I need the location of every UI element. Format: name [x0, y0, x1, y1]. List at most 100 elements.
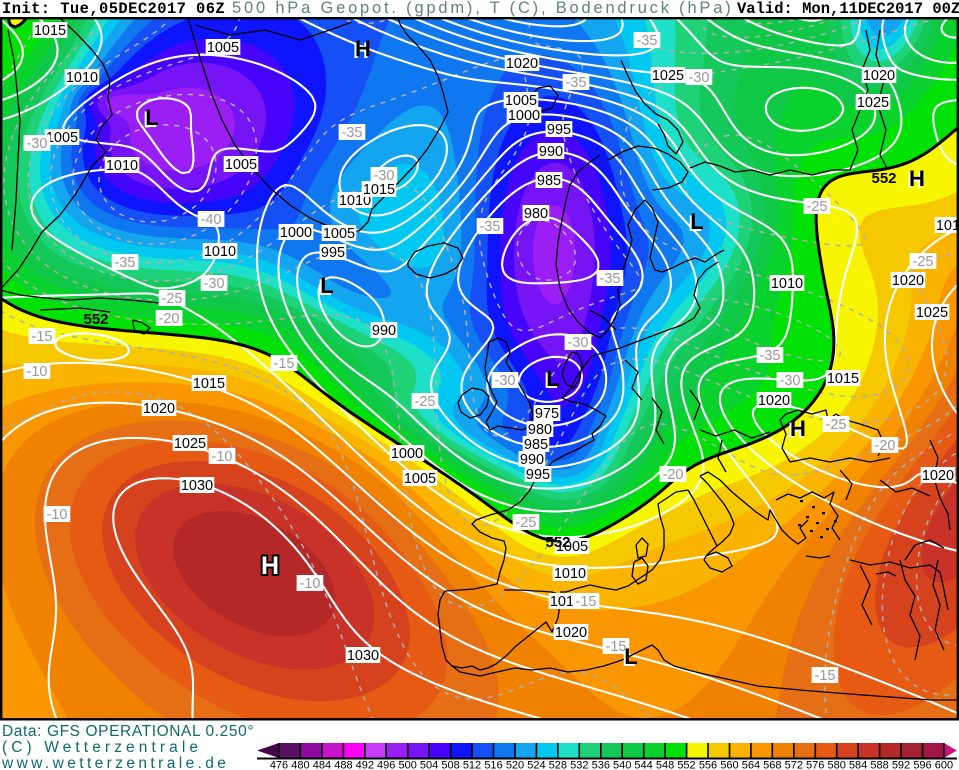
svg-text:-10: -10 — [212, 449, 233, 465]
svg-text:-30: -30 — [780, 373, 801, 389]
svg-text:512: 512 — [463, 760, 481, 770]
svg-text:Valid: Mon,11DEC2017 00Z: Valid: Mon,11DEC2017 00Z — [737, 0, 959, 18]
svg-text:524: 524 — [527, 760, 545, 770]
svg-text:-25: -25 — [807, 199, 828, 215]
svg-text:488: 488 — [334, 760, 352, 770]
svg-text:1000: 1000 — [508, 108, 540, 124]
svg-text:-10: -10 — [27, 364, 48, 380]
svg-text:1005: 1005 — [505, 93, 537, 109]
svg-text:492: 492 — [356, 760, 374, 770]
svg-text:528: 528 — [549, 760, 567, 770]
svg-text:1020: 1020 — [892, 273, 924, 289]
svg-text:-35: -35 — [480, 219, 501, 235]
svg-text:H: H — [907, 168, 923, 193]
svg-text:-15: -15 — [32, 329, 53, 345]
svg-text:1005: 1005 — [323, 226, 355, 242]
svg-text:995: 995 — [321, 245, 345, 261]
svg-text:588: 588 — [870, 760, 888, 770]
svg-text:1010: 1010 — [771, 276, 803, 292]
svg-text:1020: 1020 — [922, 468, 954, 484]
svg-text:1000: 1000 — [391, 446, 423, 462]
svg-text:508: 508 — [441, 760, 459, 770]
svg-text:552: 552 — [545, 534, 570, 551]
svg-text:L: L — [143, 107, 156, 132]
svg-text:-25: -25 — [826, 417, 847, 433]
svg-text:www.wetterzentrale.de: www.wetterzentrale.de — [1, 755, 229, 770]
svg-text:(C) Wetterzentrale: (C) Wetterzentrale — [2, 739, 202, 756]
svg-text:Data: GFS OPERATIONAL 0.250°: Data: GFS OPERATIONAL 0.250° — [2, 723, 254, 740]
svg-text:H: H — [909, 166, 925, 191]
svg-text:L: L — [622, 646, 635, 671]
svg-text:L: L — [145, 105, 158, 130]
svg-text:-30: -30 — [27, 136, 48, 152]
svg-text:L: L — [544, 368, 557, 393]
svg-text:L: L — [320, 273, 333, 298]
svg-text:1015: 1015 — [363, 182, 395, 198]
svg-text:556: 556 — [699, 760, 717, 770]
svg-text:H: H — [261, 552, 279, 580]
svg-text:476: 476 — [270, 760, 288, 770]
svg-text:1010: 1010 — [339, 193, 371, 209]
svg-text:-35: -35 — [115, 255, 136, 271]
svg-text:-15: -15 — [576, 594, 597, 610]
svg-text:576: 576 — [806, 760, 824, 770]
svg-text:-25: -25 — [516, 515, 537, 531]
svg-text:-35: -35 — [342, 125, 363, 141]
svg-text:995: 995 — [547, 122, 571, 138]
svg-text:Init: Tue,05DEC2017 06Z: Init: Tue,05DEC2017 06Z — [2, 0, 225, 18]
svg-text:1020: 1020 — [863, 68, 895, 84]
svg-text:990: 990 — [520, 452, 544, 468]
svg-text:572: 572 — [785, 760, 803, 770]
svg-text:540: 540 — [613, 760, 631, 770]
svg-text:1030: 1030 — [181, 478, 213, 494]
svg-text:-30: -30 — [374, 168, 395, 184]
svg-text:484: 484 — [313, 760, 331, 770]
svg-text:-35: -35 — [760, 348, 781, 364]
svg-text:564: 564 — [742, 760, 760, 770]
svg-text:L: L — [318, 275, 331, 300]
svg-text:H: H — [353, 38, 369, 63]
svg-text:592: 592 — [892, 760, 910, 770]
svg-text:1005: 1005 — [225, 157, 257, 173]
svg-text:552: 552 — [677, 760, 695, 770]
svg-text:-35: -35 — [637, 33, 658, 49]
svg-text:1015: 1015 — [936, 218, 959, 234]
svg-text:-10: -10 — [47, 507, 68, 523]
svg-text:1020: 1020 — [506, 56, 538, 72]
svg-text:985: 985 — [537, 173, 561, 189]
svg-text:548: 548 — [656, 760, 674, 770]
svg-text:500: 500 — [399, 760, 417, 770]
svg-text:1010: 1010 — [106, 158, 138, 174]
svg-text:1025: 1025 — [916, 305, 948, 321]
svg-text:1010: 1010 — [204, 244, 236, 260]
svg-text:1010: 1010 — [554, 566, 586, 582]
svg-text:985: 985 — [524, 437, 548, 453]
svg-text:600: 600 — [935, 760, 953, 770]
svg-text:1005: 1005 — [207, 40, 239, 56]
svg-text:1025: 1025 — [652, 68, 684, 84]
svg-text:980: 980 — [528, 422, 552, 438]
svg-text:560: 560 — [720, 760, 738, 770]
svg-text:-40: -40 — [201, 212, 222, 228]
svg-text:1020: 1020 — [143, 401, 175, 417]
svg-text:480: 480 — [291, 760, 309, 770]
svg-text:1015: 1015 — [34, 23, 66, 39]
svg-text:584: 584 — [849, 760, 867, 770]
svg-text:-30: -30 — [568, 335, 589, 351]
svg-text:1005: 1005 — [404, 471, 436, 487]
svg-text:-35: -35 — [600, 271, 621, 287]
svg-text:990: 990 — [539, 144, 563, 160]
svg-text:-35: -35 — [566, 75, 587, 91]
svg-text:1015: 1015 — [827, 371, 859, 387]
svg-text:504: 504 — [420, 760, 438, 770]
svg-text:H: H — [355, 36, 371, 61]
svg-text:-20: -20 — [663, 467, 684, 483]
svg-text:H: H — [788, 418, 804, 443]
svg-text:-15: -15 — [815, 668, 836, 684]
svg-text:500 hPa Geopot. (gpdm), T (C),: 500 hPa Geopot. (gpdm), T (C), Bodendruc… — [232, 0, 734, 17]
svg-text:1010: 1010 — [66, 70, 98, 86]
svg-text:L: L — [688, 211, 701, 236]
svg-text:-30: -30 — [689, 70, 710, 86]
svg-text:-25: -25 — [913, 254, 934, 270]
svg-text:1005: 1005 — [556, 539, 588, 555]
